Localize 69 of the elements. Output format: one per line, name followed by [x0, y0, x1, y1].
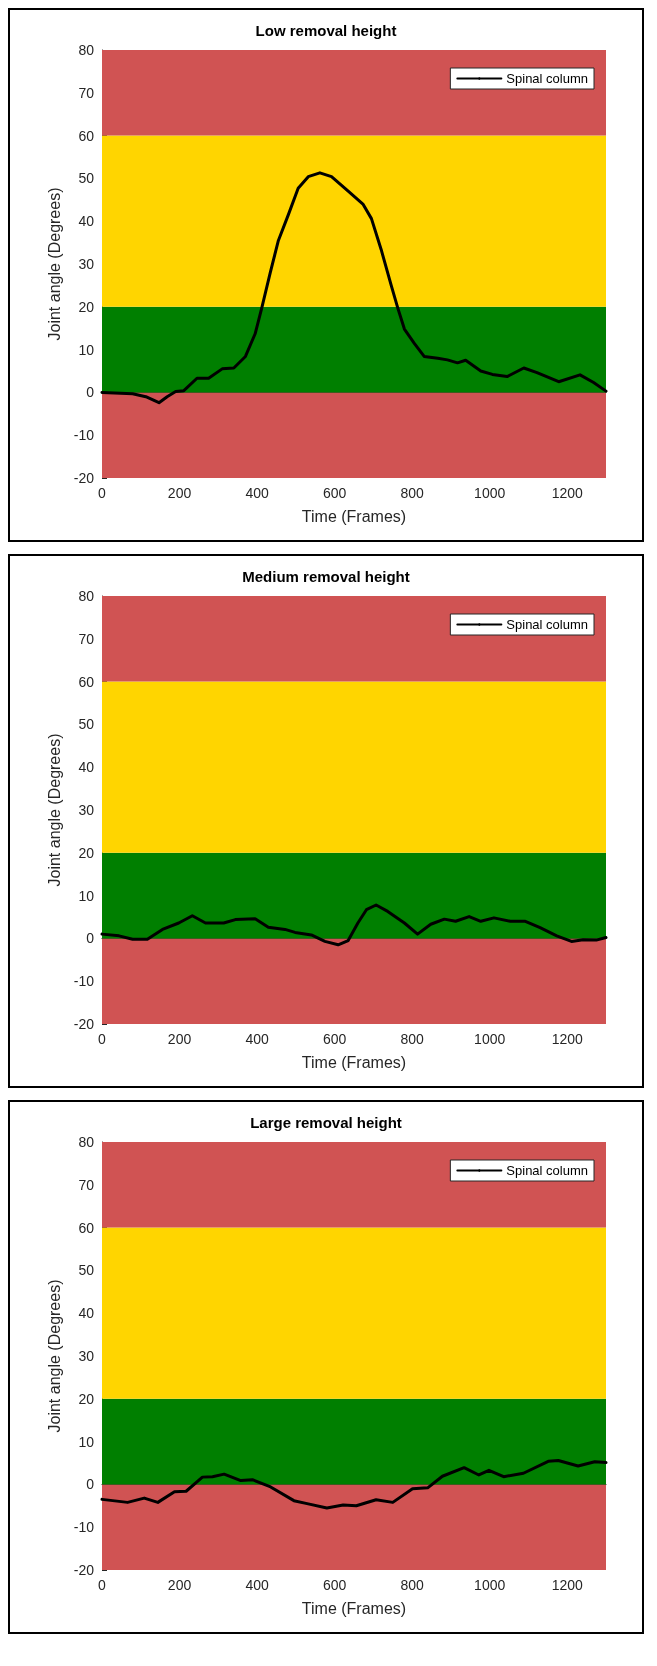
y-tick-label: 60: [78, 1219, 95, 1236]
y-tick-label: 0: [86, 930, 95, 947]
y-tick-label: 40: [78, 213, 95, 230]
y-tick-label: 40: [78, 759, 95, 776]
chart-title: Low removal height: [255, 22, 397, 39]
x-tick-label: 200: [167, 1031, 192, 1047]
y-tick-label: -20: [73, 1016, 95, 1032]
x-tick-label: 400: [245, 1577, 269, 1593]
x-axis-title: Time (Frames): [301, 1599, 407, 1617]
y-axis-title: Joint angle (Degrees): [46, 187, 64, 341]
y-tick-label: 40: [78, 1305, 95, 1322]
x-tick-label: 800: [400, 1031, 425, 1047]
chart-title: Large removal height: [250, 1114, 402, 1131]
y-tick-label: 80: [78, 588, 95, 604]
y-tick-label: -10: [73, 1519, 95, 1536]
y-tick-label: -20: [73, 1562, 95, 1578]
x-tick-label: 1000: [474, 1577, 506, 1593]
legend-label: Spinal column: [506, 617, 588, 632]
x-tick-label: 1000: [474, 1031, 506, 1047]
x-tick-label: 800: [400, 485, 425, 501]
y-tick-label: 80: [78, 1134, 95, 1150]
y-tick-label: 10: [78, 1433, 95, 1450]
y-tick-label: 20: [78, 1390, 95, 1407]
legend-label: Spinal column: [506, 1163, 588, 1178]
x-tick-label: 0: [98, 1031, 107, 1047]
x-tick-label: 400: [245, 1031, 269, 1047]
x-axis-title: Time (Frames): [301, 507, 407, 525]
x-tick-label: 800: [400, 1577, 425, 1593]
y-tick-label: 60: [78, 127, 95, 144]
x-tick-label: 600: [322, 485, 347, 501]
y-tick-label: 30: [78, 802, 95, 818]
y-tick-label: 70: [78, 1176, 95, 1193]
x-tick-label: 600: [322, 1031, 347, 1047]
y-tick-label: 80: [78, 42, 95, 58]
y-tick-label: -10: [73, 427, 95, 444]
y-tick-label: 70: [78, 84, 95, 101]
x-tick-label: 1200: [551, 1031, 584, 1047]
y-tick-label: -20: [73, 470, 95, 486]
y-axis-title: Joint angle (Degrees): [46, 1279, 64, 1433]
x-tick-label: 1200: [551, 485, 584, 501]
x-tick-label: 0: [98, 485, 107, 501]
y-tick-label: 10: [78, 341, 95, 358]
y-tick-label: 50: [78, 1262, 95, 1279]
x-tick-label: 200: [167, 485, 192, 501]
y-tick-label: 20: [78, 844, 95, 861]
x-axis-title: Time (Frames): [301, 1053, 407, 1071]
y-tick-label: 30: [78, 1348, 95, 1364]
y-tick-label: 50: [78, 170, 95, 187]
y-tick-label: 20: [78, 298, 95, 315]
y-tick-label: 0: [86, 1476, 95, 1493]
line-series: [100, 903, 608, 947]
x-tick-label: 0: [98, 1577, 107, 1593]
y-tick-label: -10: [73, 973, 95, 990]
y-tick-label: 30: [78, 256, 95, 272]
x-tick-label: 1000: [474, 485, 506, 501]
x-tick-label: 400: [245, 485, 269, 501]
y-tick-label: 70: [78, 630, 95, 647]
line-series: [100, 1458, 608, 1510]
y-axis-title: Joint angle (Degrees): [46, 733, 64, 887]
x-tick-label: 200: [167, 1577, 192, 1593]
y-tick-label: 0: [86, 384, 95, 401]
line-series: [100, 171, 608, 405]
y-tick-label: 10: [78, 887, 95, 904]
legend-label: Spinal column: [506, 71, 588, 86]
x-tick-label: 600: [322, 1577, 347, 1593]
x-tick-label: 1200: [551, 1577, 584, 1593]
chart-title: Medium removal height: [242, 568, 410, 585]
y-tick-label: 60: [78, 673, 95, 690]
y-tick-label: 50: [78, 716, 95, 733]
